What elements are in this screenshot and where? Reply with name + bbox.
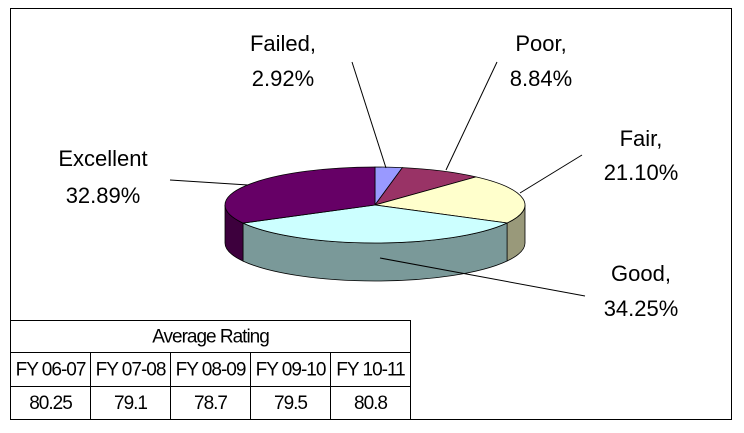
slice-category-label: Poor, <box>515 31 566 56</box>
table-value: 78.7 <box>194 393 227 414</box>
slice-category-label: Fair, <box>620 126 663 151</box>
slice-value-label: 34.25% <box>604 296 679 321</box>
slice-value-label: 21.10% <box>604 160 679 185</box>
slice-category-label: Excellent <box>58 146 147 171</box>
table-header: FY 10-11 <box>336 360 405 381</box>
slice-value-label: 8.84% <box>510 66 572 91</box>
leader-line <box>169 179 249 186</box>
table-header: FY 07-08 <box>96 360 166 381</box>
leader-line <box>351 61 387 169</box>
table-title: Average Rating <box>152 327 269 348</box>
slice-category-label: Failed, <box>250 31 316 56</box>
table-value: 79.1 <box>114 393 147 414</box>
pie-slice <box>374 176 526 224</box>
slice-value-label: 32.89% <box>66 183 141 208</box>
table-header: FY 09-10 <box>256 360 326 381</box>
table-header: FY 08-09 <box>176 360 246 381</box>
table-value: 80.8 <box>354 393 387 414</box>
leader-line <box>445 61 498 171</box>
leader-line <box>519 154 583 194</box>
table-value: 80.25 <box>29 393 72 414</box>
slice-category-label: Good, <box>611 261 671 286</box>
pie-slice <box>224 166 376 224</box>
leader-line <box>379 257 586 297</box>
table-header: FY 06-07 <box>16 360 86 381</box>
table-value: 79.5 <box>274 393 307 414</box>
pie-slice <box>373 167 477 206</box>
pie-slice <box>241 204 509 244</box>
table-border <box>10 320 411 420</box>
slice-value-label: 2.92% <box>252 66 314 91</box>
